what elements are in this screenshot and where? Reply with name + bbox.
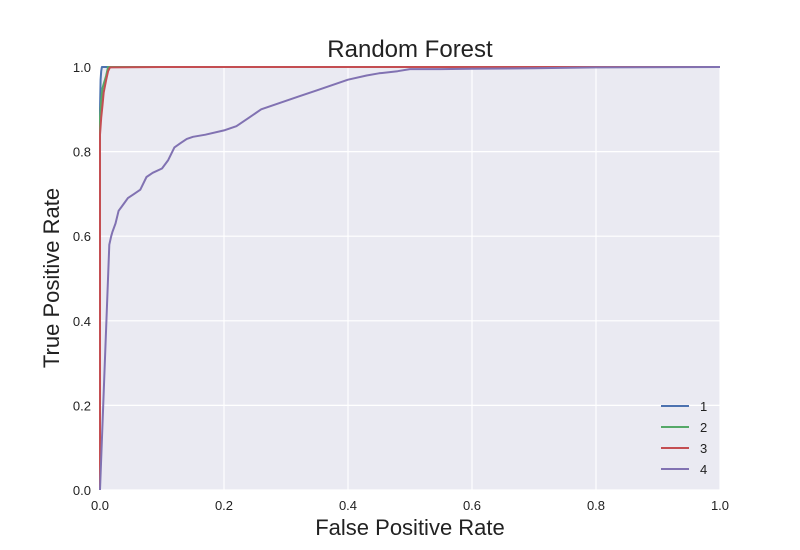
chart-title: Random Forest xyxy=(327,36,493,63)
series-line-2 xyxy=(99,66,720,490)
series-lines xyxy=(99,66,721,491)
x-tick-label: 0.4 xyxy=(339,498,357,513)
x-tick-label: 0.6 xyxy=(463,498,481,513)
x-tick-labels: 0.0 0.2 0.4 0.6 0.8 1.0 xyxy=(91,498,729,513)
series-line-4 xyxy=(99,66,721,491)
legend-label-2: 2 xyxy=(700,420,707,435)
legend-label-4: 4 xyxy=(700,462,707,477)
series-line-3 xyxy=(99,66,720,490)
x-tick-label: 0.2 xyxy=(215,498,233,513)
legend-label-1: 1 xyxy=(700,399,707,414)
y-tick-label: 0.2 xyxy=(73,398,91,413)
y-tick-labels: 0.0 0.2 0.4 0.6 0.8 1.0 xyxy=(73,60,91,498)
y-axis-label: True Positive Rate xyxy=(39,188,64,368)
y-tick-label: 0.6 xyxy=(73,229,91,244)
y-tick-label: 0.4 xyxy=(73,314,91,329)
x-axis-label: False Positive Rate xyxy=(315,515,505,540)
plot-background xyxy=(100,67,720,490)
legend: 1 2 3 4 xyxy=(661,399,707,477)
y-tick-label: 0.0 xyxy=(73,483,91,498)
legend-label-3: 3 xyxy=(700,441,707,456)
y-tick-label: 0.8 xyxy=(73,145,91,160)
x-tick-label: 0.0 xyxy=(91,498,109,513)
x-tick-label: 1.0 xyxy=(711,498,729,513)
x-tick-label: 0.8 xyxy=(587,498,605,513)
y-tick-label: 1.0 xyxy=(73,60,91,75)
